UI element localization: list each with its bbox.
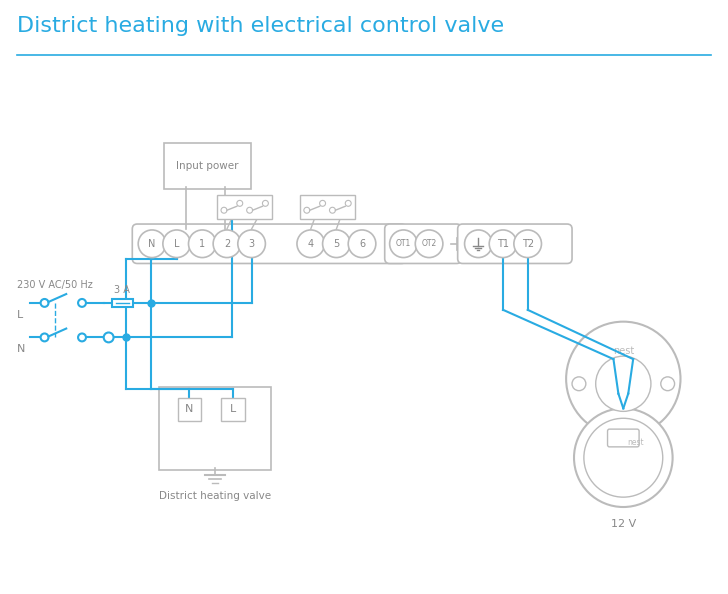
Circle shape <box>238 230 266 258</box>
Circle shape <box>221 207 227 213</box>
Text: 4: 4 <box>308 239 314 249</box>
FancyBboxPatch shape <box>159 387 272 469</box>
FancyBboxPatch shape <box>164 143 250 188</box>
Circle shape <box>574 409 673 507</box>
Text: 230 V AC/50 Hz: 230 V AC/50 Hz <box>17 280 92 290</box>
Circle shape <box>189 230 216 258</box>
Circle shape <box>415 230 443 258</box>
Circle shape <box>389 230 417 258</box>
FancyBboxPatch shape <box>608 429 639 447</box>
FancyBboxPatch shape <box>132 224 406 264</box>
Circle shape <box>213 230 241 258</box>
Text: 2: 2 <box>223 239 230 249</box>
Text: T1: T1 <box>497 239 509 249</box>
Circle shape <box>596 356 651 412</box>
Circle shape <box>304 207 310 213</box>
Text: N: N <box>17 345 25 354</box>
FancyBboxPatch shape <box>217 195 272 219</box>
Circle shape <box>78 333 86 342</box>
Text: L: L <box>230 405 236 415</box>
Circle shape <box>584 418 662 497</box>
Circle shape <box>514 230 542 258</box>
Text: 5: 5 <box>333 239 339 249</box>
Circle shape <box>345 200 351 206</box>
Text: T2: T2 <box>521 239 534 249</box>
Circle shape <box>323 230 350 258</box>
Circle shape <box>297 230 325 258</box>
Text: District heating with electrical control valve: District heating with electrical control… <box>17 16 504 36</box>
Circle shape <box>138 230 166 258</box>
Text: nest: nest <box>627 438 644 447</box>
Text: OT1: OT1 <box>396 239 411 248</box>
Circle shape <box>464 230 492 258</box>
Text: N: N <box>149 239 156 249</box>
Circle shape <box>247 207 253 213</box>
FancyBboxPatch shape <box>458 224 572 264</box>
FancyBboxPatch shape <box>178 397 202 421</box>
Circle shape <box>320 200 325 206</box>
Circle shape <box>489 230 517 258</box>
FancyBboxPatch shape <box>111 299 133 307</box>
Circle shape <box>348 230 376 258</box>
Circle shape <box>237 200 242 206</box>
Circle shape <box>661 377 675 391</box>
FancyBboxPatch shape <box>221 397 245 421</box>
Circle shape <box>572 377 586 391</box>
Text: 3: 3 <box>248 239 255 249</box>
Text: L: L <box>17 309 23 320</box>
FancyBboxPatch shape <box>300 195 355 219</box>
Text: 1: 1 <box>199 239 205 249</box>
FancyBboxPatch shape <box>384 224 462 264</box>
Circle shape <box>566 321 681 436</box>
Circle shape <box>41 299 49 307</box>
Text: L: L <box>174 239 179 249</box>
Text: District heating valve: District heating valve <box>159 491 272 501</box>
Circle shape <box>78 299 86 307</box>
Circle shape <box>330 207 336 213</box>
Circle shape <box>41 333 49 342</box>
Text: OT2: OT2 <box>422 239 437 248</box>
Text: 3 A: 3 A <box>114 285 130 295</box>
Text: N: N <box>186 405 194 415</box>
Circle shape <box>263 200 269 206</box>
Text: 6: 6 <box>359 239 365 249</box>
Circle shape <box>163 230 191 258</box>
Circle shape <box>103 333 114 342</box>
Text: 12 V: 12 V <box>611 519 636 529</box>
Text: Input power: Input power <box>176 161 239 171</box>
Text: nest: nest <box>613 346 634 356</box>
